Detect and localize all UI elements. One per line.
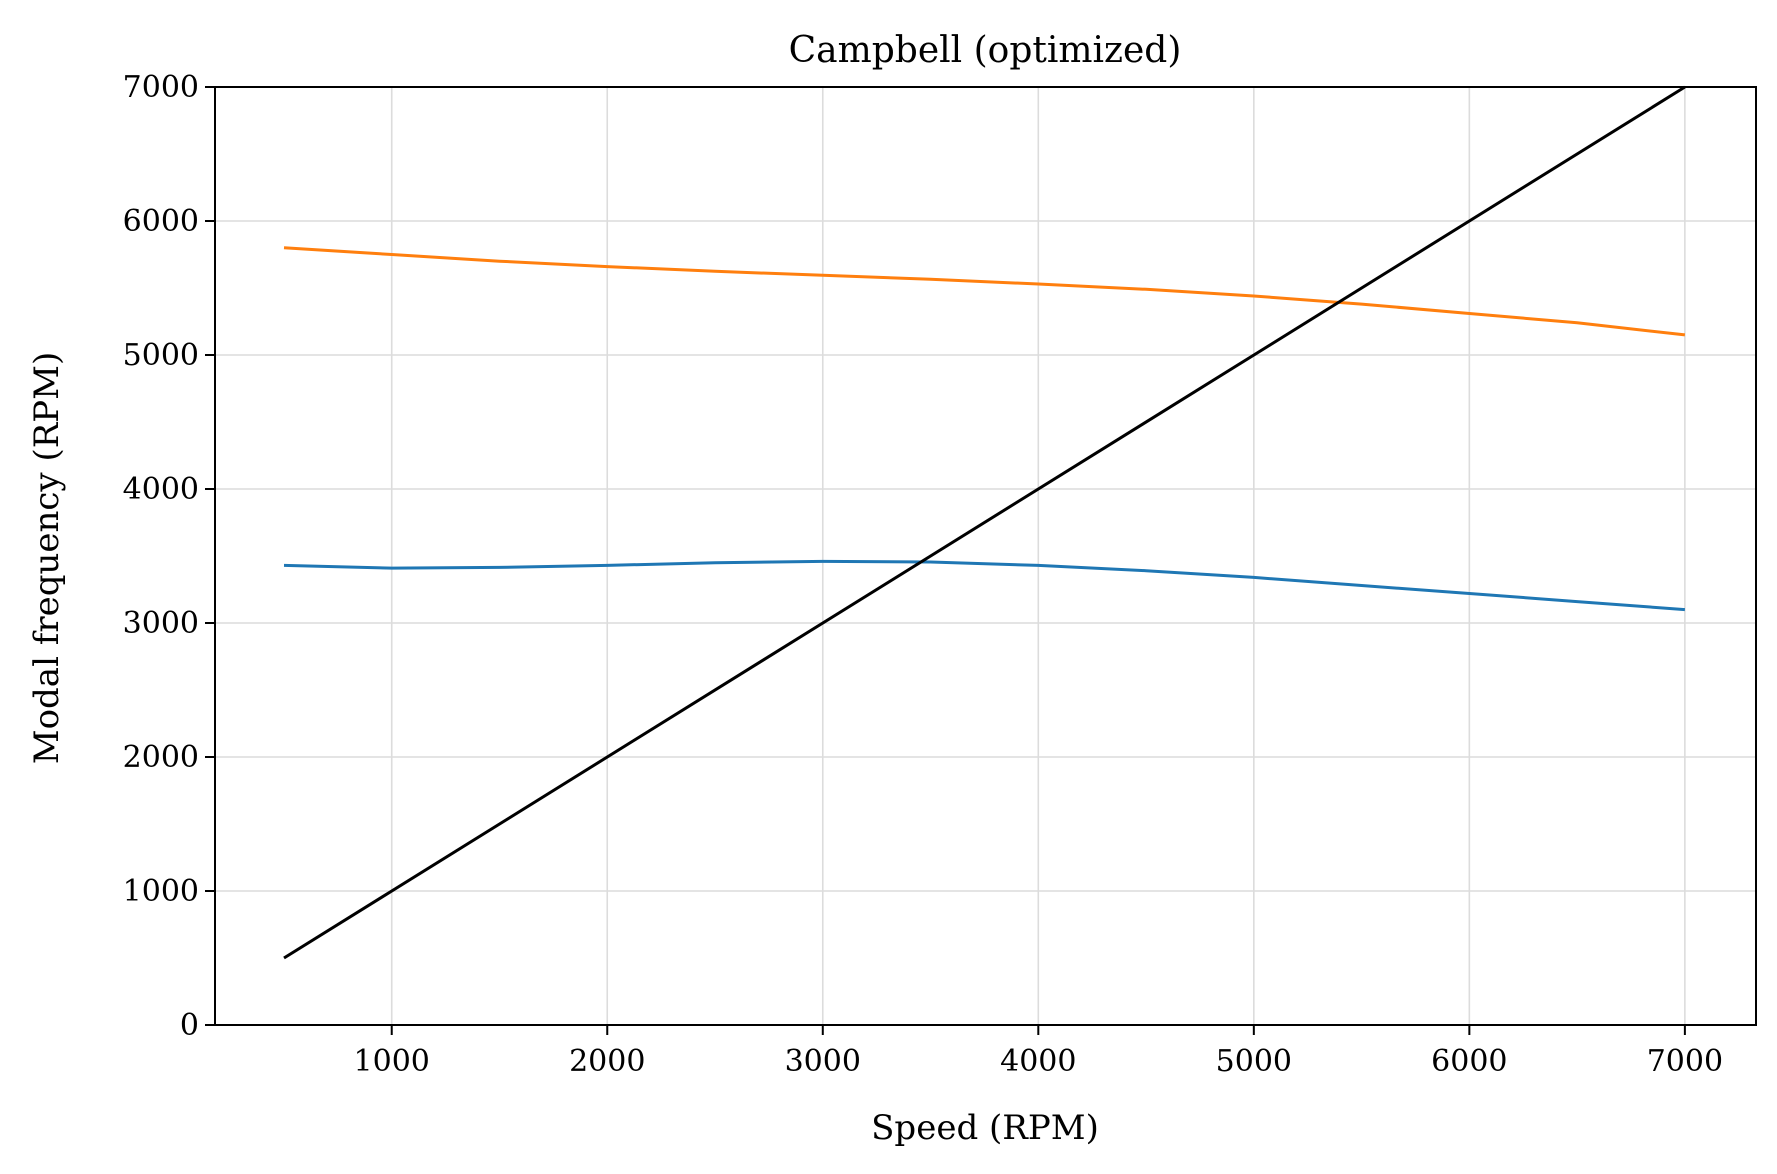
grid	[215, 86, 1756, 1026]
x-tick-label: 1000	[354, 1044, 430, 1079]
x-tick-label: 5000	[1216, 1044, 1292, 1079]
x-tick-label: 6000	[1431, 1044, 1507, 1079]
y-axis-label: Modal frequency (RPM)	[27, 352, 67, 765]
chart-title: Campbell (optimized)	[789, 30, 1182, 71]
x-tick-label: 7000	[1647, 1044, 1723, 1079]
y-tick-label: 2000	[123, 740, 199, 775]
y-tick-label: 7000	[123, 70, 199, 105]
series-line-1	[283, 559, 1686, 612]
x-tick-label: 4000	[1000, 1044, 1076, 1079]
y-tick-label: 1000	[123, 874, 199, 909]
y-tick-label: 6000	[123, 204, 199, 239]
y-tick-label: 5000	[123, 338, 199, 373]
x-axis-label: Speed (RPM)	[871, 1108, 1099, 1148]
y-axis-ticks: 0 1000 2000 3000 4000 5000 6000 7000	[123, 70, 215, 1043]
y-tick-label: 4000	[123, 472, 199, 507]
x-axis-ticks: 1000 2000 3000 4000 5000 6000 7000	[354, 1025, 1723, 1079]
y-tick-label: 0	[180, 1008, 199, 1043]
plot-frame	[214, 86, 1757, 1026]
x-tick-label: 3000	[785, 1044, 861, 1079]
series-group	[283, 85, 1686, 960]
series-line-2	[283, 246, 1686, 337]
y-tick-label: 3000	[123, 606, 199, 641]
x-tick-label: 2000	[569, 1044, 645, 1079]
series-line-3	[283, 85, 1686, 960]
